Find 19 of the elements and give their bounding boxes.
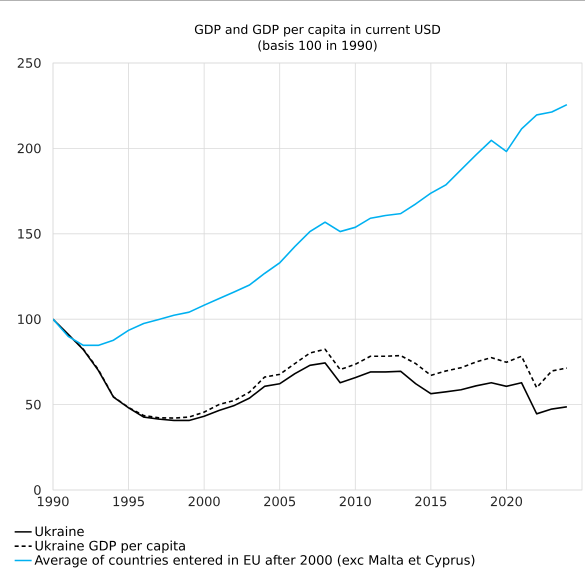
x-tick-label: 1995 — [114, 496, 144, 506]
chart-title: GDP and GDP per capita in current USD — [194, 24, 440, 37]
y-tick-label: 0 — [34, 485, 41, 495]
legend-label: Average of countries entered in EU after 2000 (exc Malta et Cyprus) — [34, 554, 474, 568]
x-tick-label: 2005 — [264, 496, 296, 506]
x-tick-label: 2020 — [490, 496, 522, 506]
chart-subtitle: (basis 100 in 1990) — [258, 40, 377, 52]
x-tick-label: 2010 — [340, 496, 371, 506]
x-tick-label: 2015 — [415, 496, 446, 506]
y-tick-label: 100 — [18, 314, 41, 324]
y-tick-label: 150 — [18, 228, 41, 239]
legend-label: Ukraine GDP per capita — [36, 540, 185, 554]
x-tick-label: 1990 — [38, 496, 69, 506]
y-tick-label: 200 — [18, 144, 41, 154]
x-tick-label: 2000 — [188, 496, 220, 506]
legend-label: Ukraine — [36, 526, 84, 536]
y-tick-label: 50 — [26, 400, 41, 410]
y-tick-label: 250 — [18, 58, 41, 68]
line-series — [53, 104, 568, 346]
